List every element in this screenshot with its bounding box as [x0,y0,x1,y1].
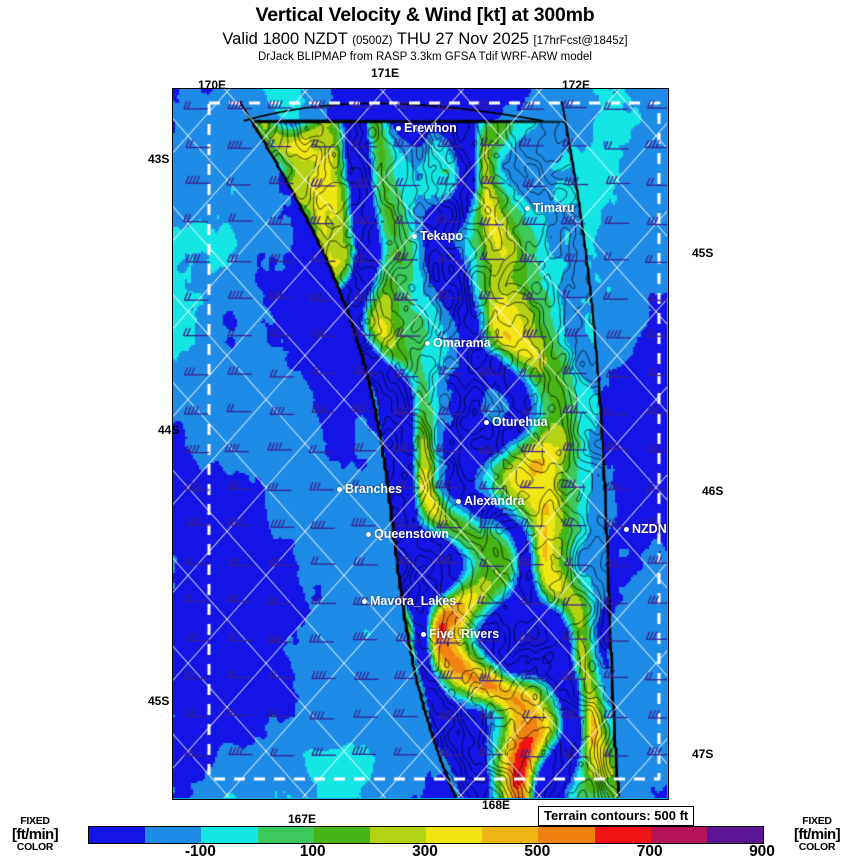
colorbar-tick-300: 300 [412,843,438,860]
page-title: Vertical Velocity & Wind [kt] at 300mb [255,4,595,26]
colorbar-legend-left: FIXED [ft/min] COLOR [4,816,66,852]
colorbar-legend-right: FIXED [ft/min] COLOR [786,816,848,852]
colorbar-band-3 [257,827,314,843]
colorbar-tick-700: 700 [636,843,663,860]
title-block: Vertical Velocity & Wind [kt] at 300mb V… [0,0,850,63]
lon-label-172E: 172E [562,78,591,92]
colorbar-band-10 [650,827,707,843]
unit-label-right: [ft/min] [793,825,841,843]
lon-label-171E: 171E [371,66,400,80]
model-source-line: DrJack BLIPMAP from RASP 3.3km GFSA Tdif… [257,51,592,63]
colorbar-band-0 [89,827,146,843]
valid-utc-time: (0500Z) [352,35,393,47]
fixed-label-left: FIXED [20,815,50,827]
colorbar-band-6 [426,827,483,843]
colorbar [88,826,764,844]
lat-label-47S: 47S [692,747,714,761]
lat-label-43S: 43S [148,152,170,166]
lon-label-167E: 167E [288,812,317,826]
valid-date: THU 27 Nov 2025 [396,30,529,48]
lon-label-168E: 168E [482,798,511,812]
colorbar-band-7 [482,827,539,843]
color-label-right: COLOR [798,840,836,853]
color-label-left: COLOR [16,840,54,853]
valid-local-time: Valid 1800 NZDT [222,30,348,48]
lat-label-46S: 46S [702,484,724,498]
valid-time-line: Valid 1800 NZDT (0500Z) THU 27 Nov 2025 … [0,30,850,49]
colorbar-band-2 [201,827,258,843]
fixed-label-right: FIXED [802,815,832,827]
colorbar-band-8 [538,827,595,843]
forecast-hour-tag: [17hrFcst@1845z] [533,35,628,47]
colorbar-band-1 [145,827,202,843]
lon-label-170E: 170E [198,78,227,92]
colorbar-tick-100: 100 [299,843,326,860]
colorbar-tick-labels: -100 100 300 500 700 900 [88,843,775,861]
colorbar-band-4 [313,827,370,843]
unit-label-left: [ft/min] [11,825,59,843]
colorbar-tick--100: -100 [184,843,216,860]
colorbar-tick-900: 900 [749,843,775,860]
lat-label-45S: 45S [148,694,170,708]
vertical-velocity-raster [173,89,667,798]
forecast-map[interactable] [172,88,669,800]
colorbar-band-9 [594,827,651,843]
lat-label-44S: 44S [158,423,180,437]
colorbar-band-5 [369,827,427,843]
lat-label-45S: 45S [692,246,714,260]
colorbar-tick-500: 500 [524,843,551,860]
terrain-contour-note: Terrain contours: 500 ft [538,806,695,826]
colorbar-band-11 [706,827,764,843]
